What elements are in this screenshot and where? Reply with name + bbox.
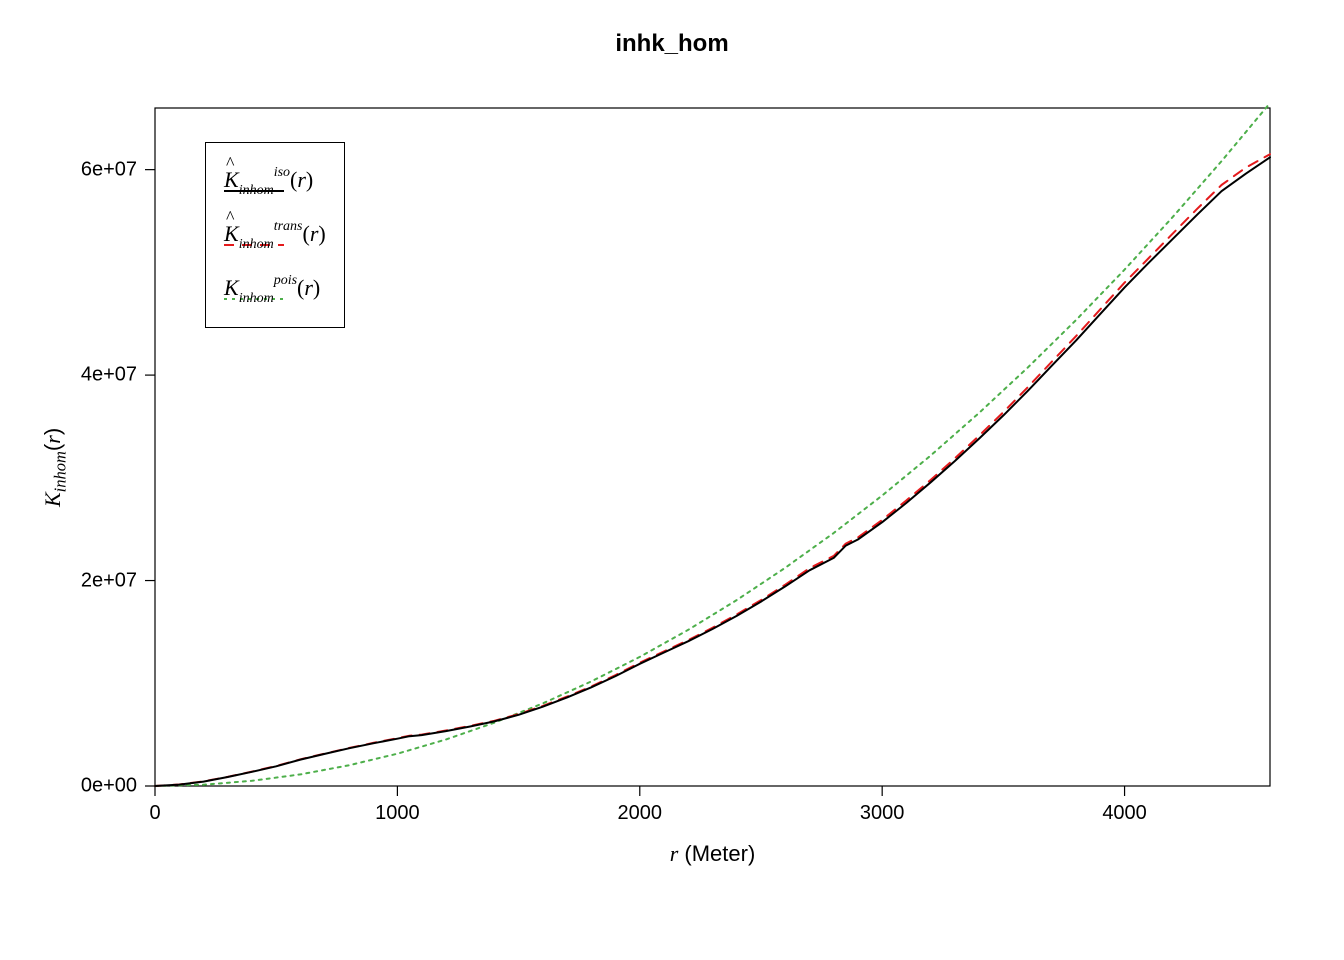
legend: Kinhomiso(r) Kinhomtrans(r) Kinhompois(r): [205, 142, 345, 328]
y-tick-label: 6e+07: [65, 158, 137, 181]
legend-item-trans: Kinhomtrans(r): [224, 209, 326, 263]
x-tick-label: 4000: [1102, 802, 1147, 825]
y-tick-label: 4e+07: [65, 364, 137, 387]
y-tick-label: 2e+07: [65, 569, 137, 592]
y-tick-label: 0e+00: [65, 775, 137, 798]
x-axis-label: r (Meter): [155, 841, 1270, 867]
x-tick-label: 1000: [375, 802, 420, 825]
x-tick-label: 2000: [618, 802, 663, 825]
y-axis-label: Kinhom(r): [40, 428, 70, 507]
legend-item-pois: Kinhompois(r): [224, 263, 326, 317]
x-tick-label: 0: [149, 802, 160, 825]
x-tick-label: 3000: [860, 802, 905, 825]
legend-label-pois: Kinhompois(r): [224, 275, 320, 305]
legend-label-trans: Kinhomtrans(r): [224, 221, 326, 251]
legend-item-iso: Kinhomiso(r): [224, 155, 326, 209]
legend-label-iso: Kinhomiso(r): [224, 167, 313, 197]
